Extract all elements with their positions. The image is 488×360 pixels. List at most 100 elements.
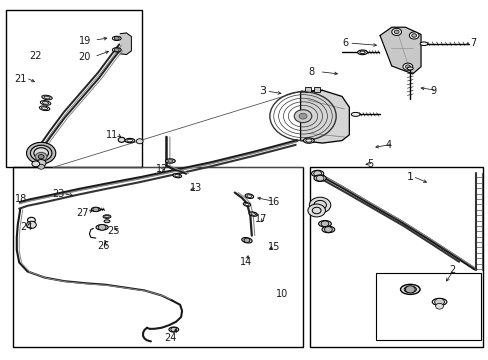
Circle shape [34, 148, 48, 158]
Text: 18: 18 [15, 194, 27, 204]
Ellipse shape [41, 95, 52, 100]
Ellipse shape [112, 36, 121, 41]
Text: 4: 4 [385, 140, 391, 150]
Ellipse shape [40, 100, 51, 105]
Circle shape [98, 225, 106, 230]
Circle shape [36, 159, 46, 167]
Text: 25: 25 [107, 226, 119, 236]
Polygon shape [300, 90, 348, 143]
Text: 26: 26 [97, 241, 109, 251]
Text: 10: 10 [276, 289, 288, 299]
Ellipse shape [322, 226, 334, 233]
Ellipse shape [243, 202, 250, 206]
Polygon shape [379, 27, 420, 74]
Ellipse shape [96, 225, 108, 230]
Ellipse shape [350, 112, 359, 116]
Text: 19: 19 [79, 36, 91, 46]
Circle shape [402, 63, 412, 70]
Ellipse shape [39, 106, 50, 111]
Text: 20: 20 [79, 52, 91, 62]
Text: 13: 13 [189, 183, 202, 193]
Circle shape [299, 113, 306, 119]
Circle shape [114, 48, 119, 51]
Circle shape [30, 145, 52, 161]
Text: 17: 17 [255, 215, 267, 224]
Circle shape [307, 204, 325, 217]
Text: 1: 1 [406, 172, 412, 182]
Circle shape [411, 34, 416, 37]
Ellipse shape [241, 238, 252, 243]
Text: 6: 6 [341, 38, 347, 48]
Circle shape [38, 164, 44, 169]
Text: 24: 24 [164, 333, 177, 343]
Circle shape [38, 154, 44, 159]
Text: 3: 3 [259, 86, 265, 96]
Text: 12: 12 [156, 164, 168, 174]
Circle shape [316, 175, 324, 181]
Circle shape [324, 226, 331, 232]
Circle shape [405, 65, 409, 68]
Text: 8: 8 [307, 67, 313, 77]
Circle shape [321, 221, 328, 226]
Ellipse shape [313, 175, 325, 181]
Circle shape [434, 298, 444, 306]
Circle shape [244, 238, 249, 242]
Text: 23: 23 [52, 189, 64, 199]
Circle shape [170, 327, 176, 332]
Text: 9: 9 [430, 86, 436, 96]
Circle shape [27, 217, 35, 223]
Ellipse shape [173, 174, 181, 178]
Bar [13, 167, 303, 347]
Ellipse shape [91, 207, 100, 212]
Ellipse shape [407, 67, 412, 70]
Circle shape [26, 142, 56, 164]
Bar [5, 10, 142, 167]
Ellipse shape [168, 327, 178, 332]
Text: 27: 27 [76, 208, 89, 218]
Text: 24: 24 [20, 222, 33, 232]
Ellipse shape [419, 42, 427, 45]
Bar [313, 87, 319, 92]
Text: 7: 7 [469, 38, 475, 48]
Text: 16: 16 [267, 197, 280, 207]
Ellipse shape [311, 170, 323, 177]
Ellipse shape [431, 298, 446, 306]
Text: 15: 15 [267, 242, 280, 252]
Ellipse shape [400, 284, 419, 294]
Text: 14: 14 [239, 257, 251, 267]
Text: 22: 22 [29, 51, 41, 61]
Circle shape [309, 197, 330, 213]
Ellipse shape [244, 194, 253, 198]
Circle shape [313, 171, 321, 176]
Text: 2: 2 [448, 265, 455, 275]
Bar [310, 167, 483, 347]
Ellipse shape [357, 50, 366, 55]
Circle shape [408, 32, 418, 39]
Circle shape [393, 30, 398, 34]
Circle shape [93, 207, 99, 212]
Circle shape [114, 37, 119, 40]
Text: 11: 11 [105, 130, 118, 140]
Circle shape [35, 152, 47, 161]
Text: 5: 5 [366, 159, 373, 169]
Circle shape [118, 137, 125, 142]
Text: 21: 21 [14, 74, 27, 84]
Bar [375, 273, 480, 339]
Ellipse shape [103, 215, 111, 219]
Circle shape [391, 28, 401, 36]
Ellipse shape [248, 212, 257, 216]
Circle shape [136, 139, 143, 144]
Circle shape [405, 286, 414, 293]
Ellipse shape [125, 138, 135, 143]
Ellipse shape [104, 220, 110, 223]
Polygon shape [120, 33, 131, 54]
Bar [305, 87, 310, 92]
Ellipse shape [303, 138, 314, 143]
Ellipse shape [318, 221, 330, 227]
Ellipse shape [165, 159, 175, 163]
Ellipse shape [112, 48, 121, 52]
Circle shape [435, 303, 443, 309]
Circle shape [32, 161, 40, 167]
Circle shape [294, 110, 311, 123]
Circle shape [26, 221, 36, 228]
